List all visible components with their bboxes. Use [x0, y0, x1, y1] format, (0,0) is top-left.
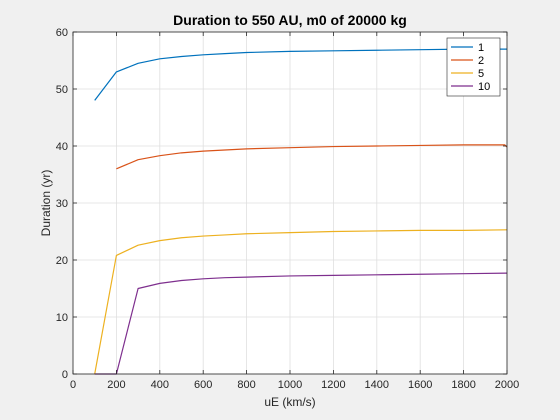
x-tick-label: 1000	[278, 379, 302, 391]
y-tick-label: 50	[56, 84, 68, 96]
y-tick-label: 40	[56, 141, 68, 153]
y-tick-label: 60	[56, 27, 68, 39]
legend-entry-10[interactable]: 10	[478, 81, 490, 93]
series-lines	[94, 48, 508, 375]
x-tick-label: 200	[107, 379, 125, 391]
x-tick-label: 600	[194, 379, 212, 391]
x-tick-label: 1800	[451, 379, 475, 391]
y-tick-label: 10	[56, 312, 68, 324]
legend-entry-1[interactable]: 1	[478, 42, 484, 54]
x-tick-label: 1200	[321, 379, 345, 391]
legend-entry-5[interactable]: 5	[478, 68, 484, 80]
series-line-5	[94, 229, 508, 375]
x-tick-label: 1600	[408, 379, 432, 391]
series-line-2	[116, 144, 508, 170]
x-tick-label: 400	[151, 379, 169, 391]
ticks: 0 200 400 600 800 1000 1200 1400 1600 1800 2000 0 10…	[56, 27, 519, 391]
x-tick-label: 2000	[495, 379, 519, 391]
series-line-10	[94, 272, 508, 375]
x-tick-label: 800	[237, 379, 255, 391]
y-tick-label: 0	[62, 369, 68, 381]
y-axis-label: Duration (yr)	[39, 170, 53, 237]
chart-title: Duration to 550 AU, m0 of 20000 kg	[173, 12, 407, 28]
y-tick-label: 20	[56, 255, 68, 267]
legend-entry-2[interactable]: 2	[478, 55, 484, 67]
series-line-1	[94, 48, 507, 101]
y-tick-label: 30	[56, 198, 68, 210]
x-axis-label: uE (km/s)	[264, 395, 315, 409]
x-tick-label: 0	[70, 379, 76, 391]
x-tick-label: 1400	[365, 379, 389, 391]
